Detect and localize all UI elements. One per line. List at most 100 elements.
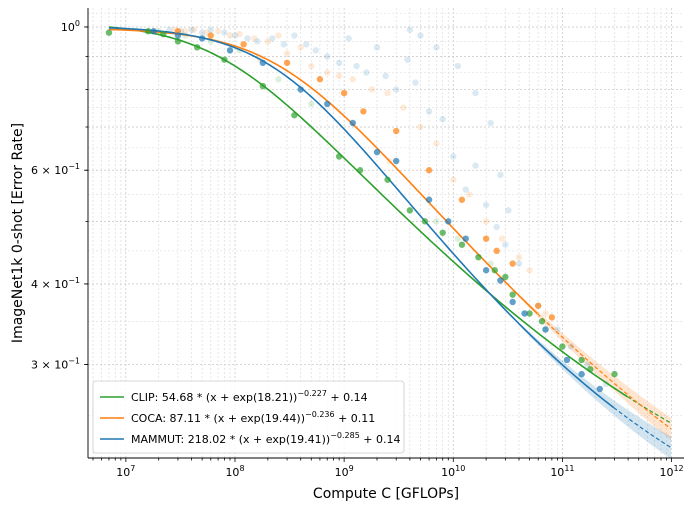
faint-point xyxy=(297,44,304,51)
clip-point xyxy=(105,29,113,36)
clip-point xyxy=(611,370,618,378)
clip-point xyxy=(356,167,364,174)
clip-point xyxy=(578,356,585,364)
faint-point xyxy=(404,56,411,63)
coca-point xyxy=(240,41,247,48)
faint-point xyxy=(425,108,433,115)
mammut-legend-label: MAMMUT: 218.02 * (x + exp(19.41))−0.285 … xyxy=(131,431,401,446)
faint-point xyxy=(406,26,414,33)
faint-point xyxy=(188,26,195,33)
faint-point xyxy=(226,32,234,39)
data-points xyxy=(105,28,618,393)
mammut-point xyxy=(563,356,571,364)
faint-point xyxy=(526,267,533,274)
x-tick-label: 109 xyxy=(335,464,354,479)
faint-point xyxy=(207,26,214,33)
faint-point xyxy=(244,35,251,42)
clip-point xyxy=(421,218,429,225)
clip-point xyxy=(291,112,298,119)
faint-point xyxy=(251,35,258,42)
faint-point xyxy=(335,72,343,80)
faint-point xyxy=(345,35,352,42)
faint-point xyxy=(373,44,381,51)
faint-point xyxy=(324,53,331,60)
faint-point xyxy=(254,38,261,45)
faint-point xyxy=(214,28,222,35)
x-tick-label: 1011 xyxy=(550,464,574,479)
faint-point xyxy=(515,260,523,267)
mammut-point xyxy=(578,370,585,378)
x-tick-label: 1010 xyxy=(441,464,465,479)
faint-point xyxy=(412,79,419,86)
faint-point xyxy=(221,29,228,36)
x-axis-title: Compute C [GFLOPs] xyxy=(313,486,459,502)
faint-point xyxy=(231,32,239,39)
clip-point xyxy=(384,176,391,183)
faint-point xyxy=(482,218,490,225)
faint-point xyxy=(502,241,509,248)
mammut-point xyxy=(445,218,452,225)
mammut-point xyxy=(259,59,267,67)
axes xyxy=(87,8,684,459)
faint-point xyxy=(324,69,331,76)
faint-point xyxy=(384,89,391,97)
coca-point xyxy=(482,235,490,242)
faint-point xyxy=(382,72,389,80)
y-axis-title: ImageNet1k 0-shot [Error Rate] xyxy=(10,123,26,343)
coca-point xyxy=(509,260,516,267)
clip-point xyxy=(509,291,516,298)
faint-point xyxy=(454,235,461,242)
coca-point xyxy=(316,76,324,83)
faint-points xyxy=(155,26,610,388)
faint-point xyxy=(567,343,575,350)
coca-point xyxy=(458,196,466,203)
faint-point xyxy=(190,26,198,33)
faint-point xyxy=(393,86,400,93)
clip-point xyxy=(458,241,466,248)
faint-point xyxy=(198,29,206,36)
mammut-point xyxy=(373,148,381,156)
faint-point xyxy=(487,119,494,127)
clip-point xyxy=(538,318,546,325)
coca-point xyxy=(548,314,556,321)
faint-point xyxy=(182,28,189,35)
faint-point xyxy=(236,30,243,38)
coca-point xyxy=(535,302,542,309)
faint-point xyxy=(275,32,282,39)
clip-point xyxy=(144,28,152,35)
mammut-point xyxy=(324,100,331,108)
faint-point xyxy=(472,89,479,97)
faint-point xyxy=(417,123,424,131)
clip-point xyxy=(406,207,414,214)
faint-point xyxy=(493,223,500,231)
coca-legend-label: COCA: 87.11 * (x + exp(19.44))−0.236 + 0… xyxy=(131,410,375,425)
faint-point xyxy=(584,361,591,368)
faint-point xyxy=(515,253,523,261)
clip-point xyxy=(439,229,446,236)
coca-point xyxy=(493,247,500,255)
faint-point xyxy=(497,171,504,179)
mammut-point xyxy=(349,119,356,127)
x-tick-label: 108 xyxy=(225,464,244,479)
y-tick-label: 3 × 10−1 xyxy=(31,357,80,372)
faint-point xyxy=(400,104,407,111)
coca-point xyxy=(283,59,291,67)
mammut-point xyxy=(497,277,504,284)
coca-point xyxy=(360,108,367,115)
legend-box xyxy=(92,380,405,454)
mammut-point xyxy=(297,86,304,93)
y-tick-label: 100 xyxy=(61,19,80,34)
faint-point xyxy=(417,32,424,39)
x-tick-label: 107 xyxy=(116,464,135,479)
mammut-point xyxy=(482,267,490,274)
mammut-fit-extrapolation xyxy=(613,407,672,449)
clip-point xyxy=(160,30,167,38)
mammut-point xyxy=(198,35,206,42)
faint-point xyxy=(291,32,298,39)
faint-point xyxy=(498,235,506,242)
clip-fit-extrapolation xyxy=(627,396,672,424)
clip-point xyxy=(587,366,594,373)
faint-point xyxy=(349,76,356,83)
mammut-confidence-band xyxy=(520,324,672,459)
